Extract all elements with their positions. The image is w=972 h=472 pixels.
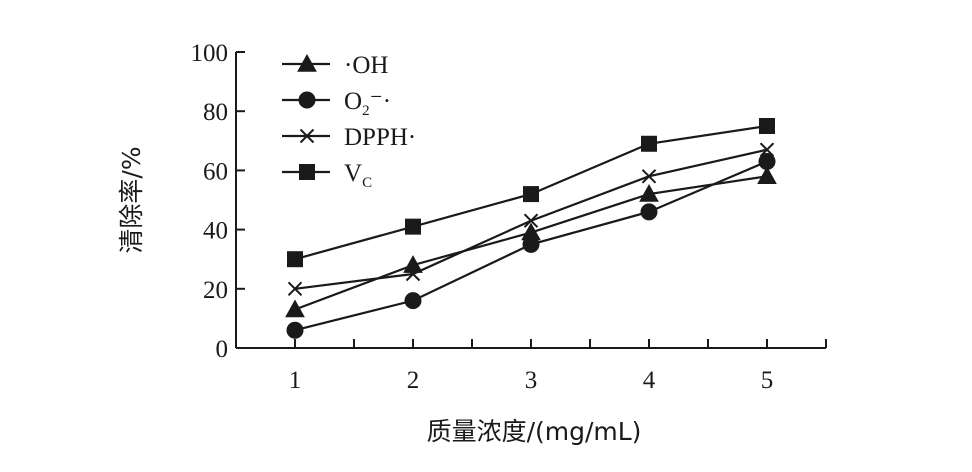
legend-label: VC <box>344 160 372 191</box>
series-square <box>287 118 775 268</box>
data-point-x <box>759 142 775 157</box>
data-point-circle <box>758 153 776 171</box>
y-tick-label: 80 <box>203 99 228 126</box>
data-point-circle <box>640 203 658 221</box>
chart-series <box>285 118 777 339</box>
chart-axes: 0 20 40 60 80 100 1 2 3 4 5 <box>191 40 827 394</box>
data-point-square <box>287 251 303 268</box>
data-point-square <box>641 135 657 152</box>
data-point-circle <box>286 321 304 339</box>
legend-item: O2⁻· <box>282 88 391 119</box>
legend-marker-x <box>299 128 315 144</box>
data-point-circle <box>522 235 540 253</box>
data-point-triangle <box>757 166 777 185</box>
legend-label: ·OH <box>344 52 388 79</box>
legend-item: ·OH <box>282 52 388 79</box>
series-x <box>287 142 775 297</box>
legend-marker-square <box>299 164 315 180</box>
data-point-x <box>405 266 421 282</box>
legend-marker-circle <box>298 91 316 109</box>
data-point-x <box>287 281 303 297</box>
x-tick-label: 2 <box>407 367 420 394</box>
y-tick-label: 40 <box>203 218 228 245</box>
series-line-x <box>294 148 768 290</box>
legend-marker-triangle <box>297 53 317 72</box>
x-tick-label: 3 <box>525 367 538 394</box>
chart-legend: ·OH O2⁻· DPPH· VC <box>282 52 416 191</box>
series-circle <box>286 153 776 339</box>
data-point-square <box>523 186 539 203</box>
data-point-triangle <box>639 184 659 202</box>
legend-item: VC <box>282 160 372 191</box>
data-point-x <box>641 169 657 184</box>
x-tick-label: 5 <box>761 367 774 394</box>
legend-label: DPPH· <box>344 124 416 151</box>
y-tick-label: 0 <box>216 336 229 363</box>
y-tick-label: 60 <box>203 158 228 185</box>
legend-label: O2⁻· <box>344 88 391 119</box>
data-point-triangle <box>285 299 305 318</box>
x-tick-label: 4 <box>643 367 656 394</box>
legend-item: DPPH· <box>282 124 416 151</box>
y-axis-title: 清除率/% <box>117 146 146 253</box>
data-point-circle <box>404 292 422 310</box>
x-tick-label: 1 <box>289 367 302 394</box>
data-point-square <box>405 218 421 235</box>
data-point-x <box>523 213 539 228</box>
data-point-square <box>759 118 775 134</box>
x-axis-title: 质量浓度/(mg/mL) <box>427 417 642 446</box>
y-tick-label: 100 <box>191 40 229 67</box>
y-tick-label: 20 <box>203 277 228 304</box>
